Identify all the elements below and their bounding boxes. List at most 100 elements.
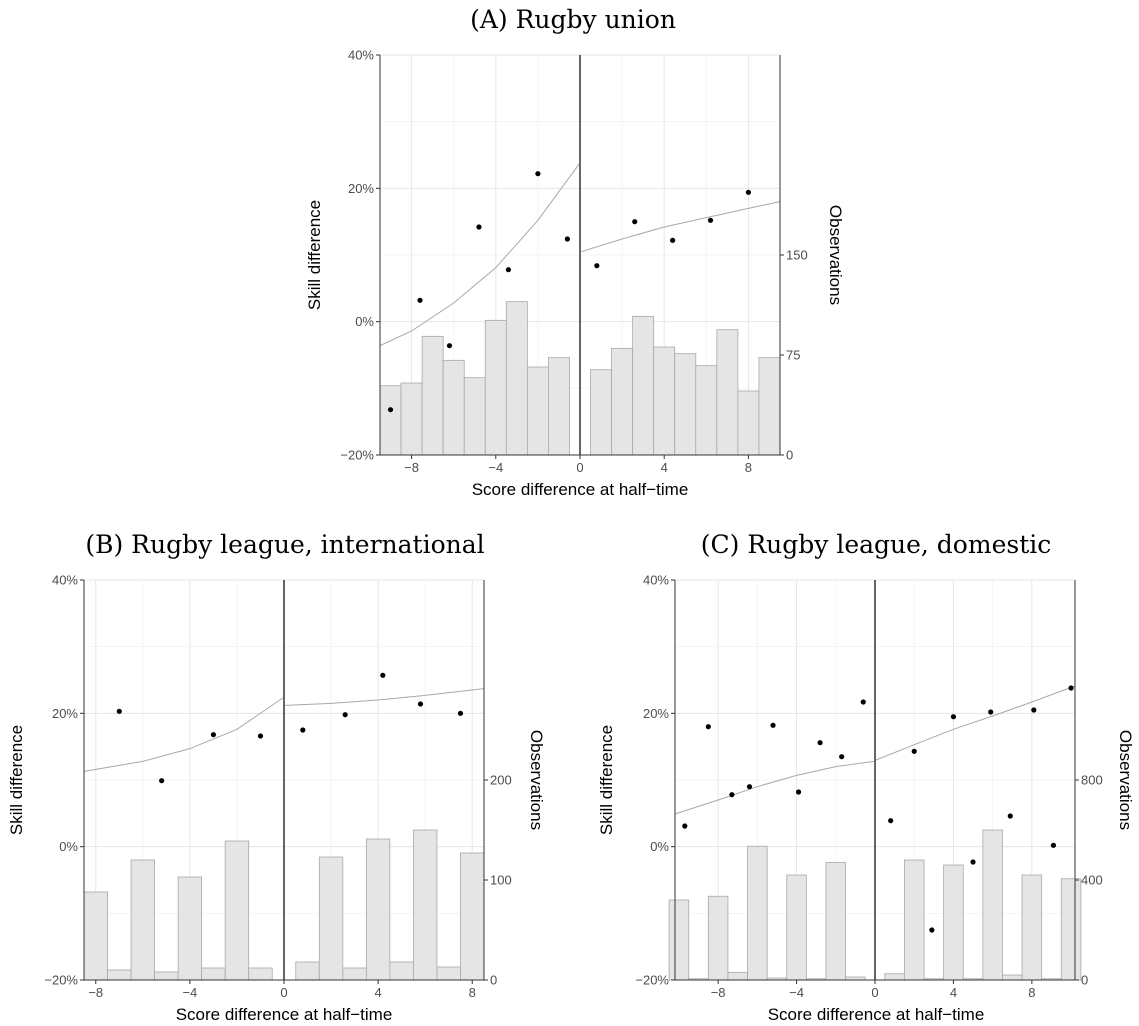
y-tick-label: 0%	[355, 314, 374, 329]
x-tick-label: 0	[576, 460, 583, 475]
y-tick-label: 40%	[348, 48, 374, 63]
histogram-bar	[668, 899, 690, 981]
y2-tick-label: 200	[490, 773, 512, 788]
histogram-bar	[342, 967, 367, 981]
x-axis-label: Score difference at half−time	[472, 480, 689, 499]
histogram-bar	[442, 359, 465, 456]
histogram-bar	[590, 369, 612, 456]
histogram-bar	[727, 972, 748, 981]
data-point	[116, 708, 122, 714]
data-point	[745, 189, 752, 195]
data-point	[670, 237, 676, 243]
histogram-bar	[653, 346, 676, 456]
histogram-bar	[943, 864, 964, 981]
data-point	[839, 754, 845, 760]
x-tick-label: 4	[375, 985, 382, 1000]
histogram-bar	[707, 895, 729, 981]
y2-tick-label: 0	[490, 973, 497, 988]
x-tick-label: 0	[871, 985, 878, 1000]
data-point	[929, 927, 935, 933]
histogram-bar	[365, 838, 391, 981]
fit-line-left	[379, 164, 580, 347]
histogram-bar	[1002, 974, 1023, 981]
y2-tick-label: 0	[1081, 973, 1088, 988]
x-tick-label: −4	[488, 460, 503, 475]
y-tick-label: −20%	[635, 973, 669, 988]
histogram-bar	[201, 967, 226, 981]
data-point	[564, 236, 570, 242]
data-point	[257, 733, 264, 739]
y-tick-label: −20%	[44, 973, 78, 988]
data-point	[417, 701, 424, 707]
x-tick-label: 4	[661, 460, 668, 475]
fit-line-right	[875, 685, 1076, 761]
histogram-bar	[548, 357, 570, 456]
histogram-bar	[904, 859, 925, 981]
histogram-bar	[716, 329, 739, 456]
data-point	[505, 267, 512, 273]
y2-axis-label: Observations	[826, 205, 845, 305]
data-point	[210, 732, 217, 738]
data-point	[1050, 842, 1057, 848]
histogram-bar	[786, 874, 807, 981]
histogram-bar	[413, 829, 438, 981]
data-point	[342, 712, 348, 718]
data-point	[380, 672, 386, 678]
data-point	[705, 724, 711, 730]
histogram-bar	[177, 876, 203, 981]
histogram-bar	[632, 315, 655, 456]
histogram-bar	[484, 319, 507, 456]
x-tick-label: 0	[280, 985, 287, 1000]
histogram-bar	[400, 382, 423, 456]
data-point	[770, 722, 776, 728]
y-tick-label: 0%	[650, 839, 669, 854]
y-tick-label: 40%	[52, 573, 78, 588]
data-point	[911, 748, 917, 754]
y2-tick-label: 400	[1081, 873, 1103, 888]
data-point	[860, 699, 866, 705]
x-tick-label: −4	[789, 985, 804, 1000]
data-point	[159, 778, 165, 784]
histogram-bar	[295, 961, 320, 981]
histogram-bar	[1021, 874, 1043, 981]
data-point	[707, 217, 714, 223]
y2-tick-label: 800	[1081, 773, 1103, 788]
histogram-bar	[611, 347, 634, 456]
y2-tick-label: 100	[490, 873, 512, 888]
histogram-bar	[154, 971, 179, 981]
data-point	[888, 818, 894, 824]
x-axis-label: Score difference at half−time	[176, 1005, 393, 1024]
y-tick-label: 20%	[643, 706, 669, 721]
histogram-bar	[436, 966, 461, 981]
histogram-bar	[463, 377, 486, 456]
y2-axis-label: Observations	[1116, 730, 1135, 830]
x-tick-label: −8	[404, 460, 419, 475]
data-point	[476, 224, 482, 230]
fit-line-left	[83, 697, 284, 772]
y-tick-label: −20%	[340, 448, 374, 463]
x-axis-label: Score difference at half−time	[768, 1005, 985, 1024]
data-point	[594, 263, 600, 269]
x-tick-label: 8	[745, 460, 752, 475]
y-tick-label: 40%	[643, 573, 669, 588]
data-point	[746, 784, 753, 790]
data-point	[970, 859, 976, 865]
histogram-bar	[737, 390, 760, 456]
histogram-bar	[674, 353, 697, 456]
histogram-bar	[526, 366, 549, 456]
fit-line-left	[674, 760, 875, 815]
data-point	[950, 714, 957, 720]
data-point	[417, 297, 423, 303]
data-point	[682, 823, 688, 829]
x-tick-label: 8	[469, 985, 476, 1000]
histogram-bar	[318, 856, 344, 981]
panel-b: −8 −4 0 4 8 −20% 0% 20% 40% 0 100 200 (B) Rugby leag…	[7, 530, 546, 1024]
x-tick-label: 8	[1028, 985, 1035, 1000]
data-point	[300, 727, 306, 733]
y2-tick-label: 75	[786, 348, 800, 363]
data-point	[1068, 685, 1074, 691]
histogram-bar	[389, 961, 414, 981]
y-axis-label: Skill difference	[597, 725, 616, 835]
data-point	[795, 789, 802, 795]
